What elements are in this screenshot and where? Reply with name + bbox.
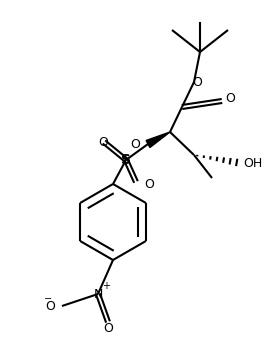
Text: O: O [192,75,202,89]
Text: O: O [98,136,108,149]
Text: N: N [93,287,103,301]
Polygon shape [146,132,170,147]
Text: O: O [130,137,140,151]
Text: O: O [144,177,154,191]
Text: O: O [103,322,113,335]
Text: −: − [44,294,52,304]
Text: O: O [225,91,235,105]
Text: OH: OH [243,156,262,170]
Text: S: S [121,153,131,167]
Text: O: O [45,300,55,312]
Text: +: + [102,281,110,291]
